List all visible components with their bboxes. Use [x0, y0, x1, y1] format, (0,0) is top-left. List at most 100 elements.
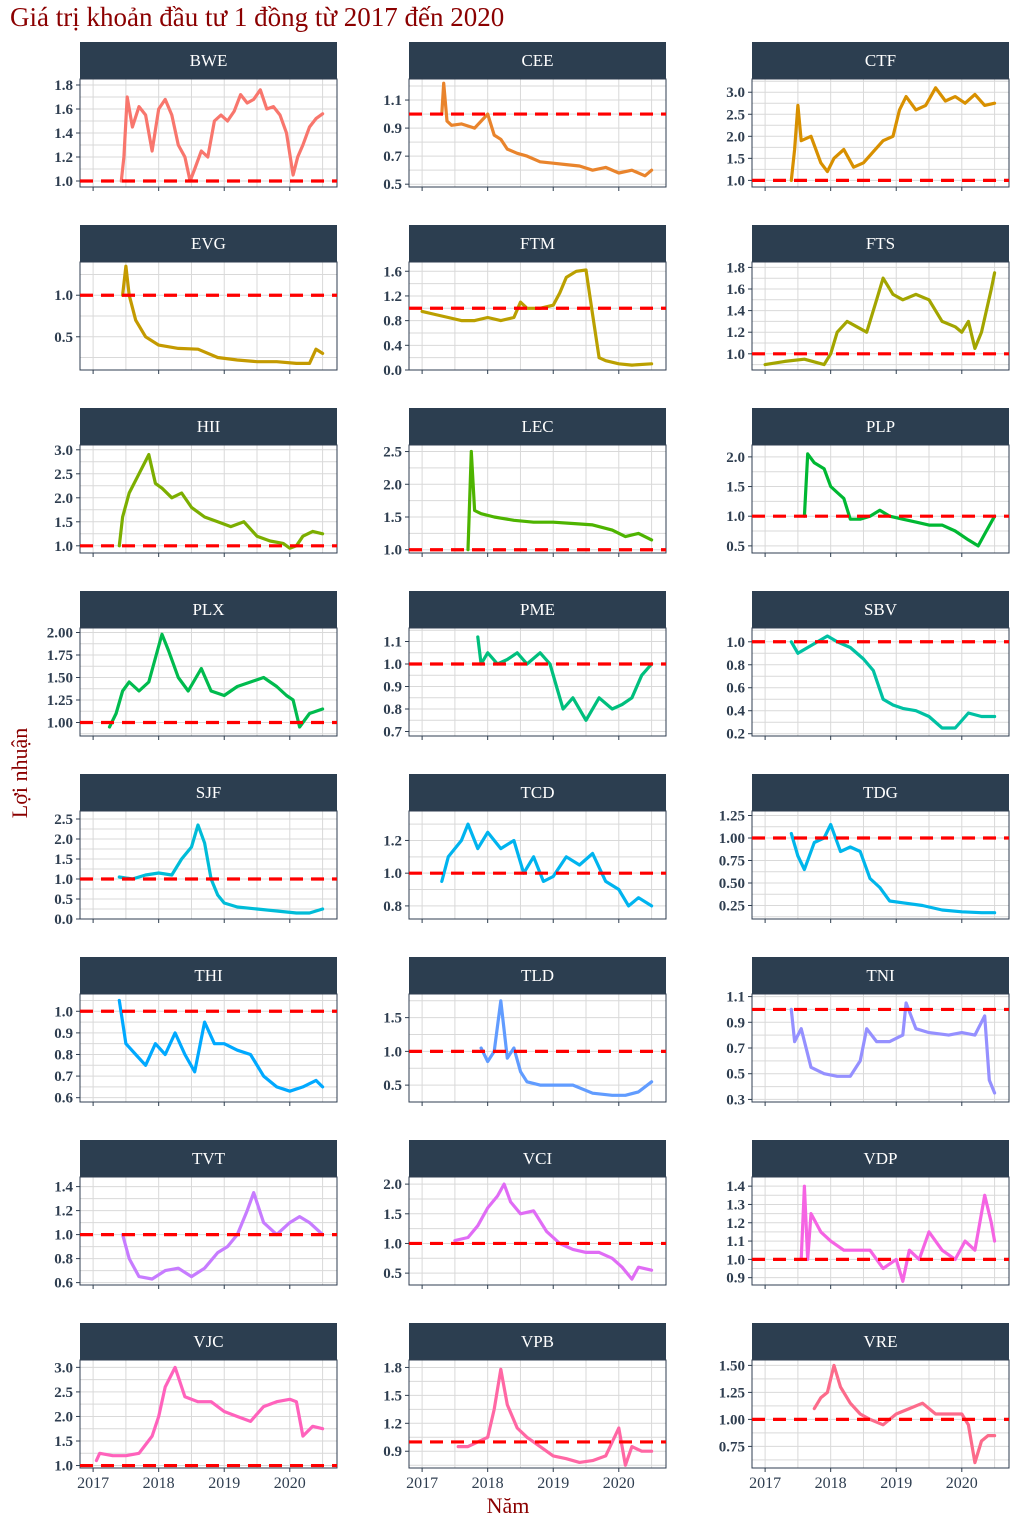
series-line	[107, 632, 325, 729]
facet-label: VCI	[523, 1149, 553, 1168]
x-axis-label: Năm	[486, 1493, 530, 1518]
y-tick-label: 1.1	[726, 990, 745, 1006]
y-tick-label: 1.0	[726, 509, 745, 525]
facet-strip	[752, 1323, 1009, 1360]
panel-border	[408, 627, 667, 737]
y-tick-label: 0.8	[383, 702, 402, 718]
y-tick-label: 1.00	[719, 831, 745, 847]
series-line	[117, 823, 325, 915]
y-tick-label: 0.5	[383, 1266, 402, 1282]
facet-label: VDP	[863, 1149, 897, 1168]
facet-strip	[752, 225, 1009, 262]
y-tick-label: 0.75	[719, 1439, 745, 1455]
y-tick-label: 1.0	[383, 657, 402, 673]
facet-label: BWE	[190, 51, 228, 70]
y-tick-label: 2.5	[726, 107, 745, 123]
y-tick-label: 2.0	[383, 1177, 402, 1193]
facet-label: THI	[194, 966, 223, 985]
y-tick-label: 0.6	[54, 1091, 73, 1107]
facet-label: SBV	[864, 600, 898, 619]
y-tick-label: 2.0	[54, 491, 73, 507]
facet-strip	[752, 774, 1009, 811]
y-tick-label: 1.5	[726, 480, 745, 496]
facet-strip	[80, 225, 337, 262]
panel-border	[751, 78, 1010, 188]
y-tick-label: 0.5	[383, 1078, 402, 1094]
chart-title: Giá trị khoản đầu tư 1 đồng từ 2017 đến …	[10, 2, 505, 32]
series-line	[789, 1001, 997, 1095]
facet-strip	[409, 957, 666, 994]
series-line	[94, 1365, 325, 1463]
y-tick-label: 1.50	[47, 671, 73, 687]
panel-border	[79, 810, 338, 920]
facet-label: SJF	[196, 783, 222, 802]
y-tick-label: 1.0	[383, 543, 402, 559]
facet-label: HII	[197, 417, 221, 436]
y-tick-label: 1.8	[383, 1360, 402, 1376]
y-tick-label: 3.0	[726, 85, 745, 101]
facet-strip	[80, 957, 337, 994]
facet-label: CEE	[521, 51, 553, 70]
panel-tdg: TDG 0.25 0.50 0.75 1.00 1.25	[719, 774, 1010, 923]
panel-border	[79, 444, 338, 554]
series-line	[453, 1182, 654, 1281]
panel-vpb: VPB 0.9 1.2 1.5 1.8 2017 2018 2019 2020	[383, 1323, 667, 1492]
facet-strip	[409, 408, 666, 445]
y-tick-label: 1.2	[383, 833, 402, 849]
y-tick-label: 1.5	[54, 1434, 73, 1450]
y-tick-label: 0.4	[726, 704, 745, 720]
facet-label: VRE	[864, 1332, 898, 1351]
panel-hii: HII 1.0 1.5 2.0 2.5 3.0	[54, 408, 338, 557]
series-line	[763, 271, 997, 367]
facet-label: VJC	[193, 1332, 223, 1351]
y-tick-label: 1.2	[383, 289, 402, 305]
y-tick-label: 1.0	[383, 866, 402, 882]
y-tick-label: 0.5	[726, 1067, 745, 1083]
y-tick-label: 2.00	[47, 626, 73, 642]
y-tick-label: 1.0	[726, 635, 745, 651]
x-tick-label: 2019	[880, 1475, 912, 1492]
y-tick-label: 0.4	[383, 338, 402, 354]
facet-strip	[409, 1140, 666, 1177]
x-tick-label: 2020	[274, 1475, 306, 1492]
y-tick-label: 0.8	[383, 314, 402, 330]
y-tick-label: 0.7	[726, 1041, 745, 1057]
y-tick-label: 1.5	[726, 151, 745, 167]
y-tick-label: 1.75	[47, 648, 73, 664]
y-tick-label: 1.0	[726, 173, 745, 189]
y-tick-label: 1.3	[726, 1197, 745, 1213]
y-tick-label: 1.0	[54, 174, 73, 190]
facet-strip	[752, 1140, 1009, 1177]
y-tick-label: 0.8	[54, 1047, 73, 1063]
series-line	[466, 449, 654, 552]
y-tick-label: 0.0	[54, 912, 73, 928]
series-line	[420, 268, 654, 367]
y-tick-label: 2.5	[54, 1385, 73, 1401]
panel-plx: PLX 1.00 1.25 1.50 1.75 2.00	[47, 591, 338, 740]
x-tick-label: 2019	[208, 1475, 240, 1492]
y-tick-label: 0.50	[719, 876, 745, 892]
y-tick-label: 1.4	[54, 126, 73, 142]
y-tick-label: 1.25	[719, 1385, 745, 1401]
facet-label: FTS	[866, 234, 895, 253]
y-tick-label: 1.0	[383, 1236, 402, 1252]
y-tick-label: 2.5	[54, 812, 73, 828]
facet-label: TCD	[521, 783, 555, 802]
facet-strip	[409, 774, 666, 811]
facet-label: PLP	[866, 417, 895, 436]
x-tick-label: 2017	[406, 1475, 438, 1492]
x-tick-label: 2018	[143, 1475, 175, 1492]
y-tick-label: 1.6	[726, 282, 745, 298]
panel-border	[408, 261, 667, 371]
series-line	[812, 1363, 997, 1465]
y-tick-label: 1.2	[54, 1204, 73, 1220]
panel-border	[408, 1359, 667, 1469]
y-tick-label: 1.4	[726, 304, 745, 320]
panel-tcd: TCD 0.8 1.0 1.2	[383, 774, 667, 923]
series-line	[117, 998, 325, 1093]
y-tick-label: 0.75	[719, 854, 745, 870]
panel-border	[751, 810, 1010, 920]
facet-strip	[752, 591, 1009, 628]
facet-label: TLD	[521, 966, 554, 985]
panel-border	[751, 444, 1010, 554]
